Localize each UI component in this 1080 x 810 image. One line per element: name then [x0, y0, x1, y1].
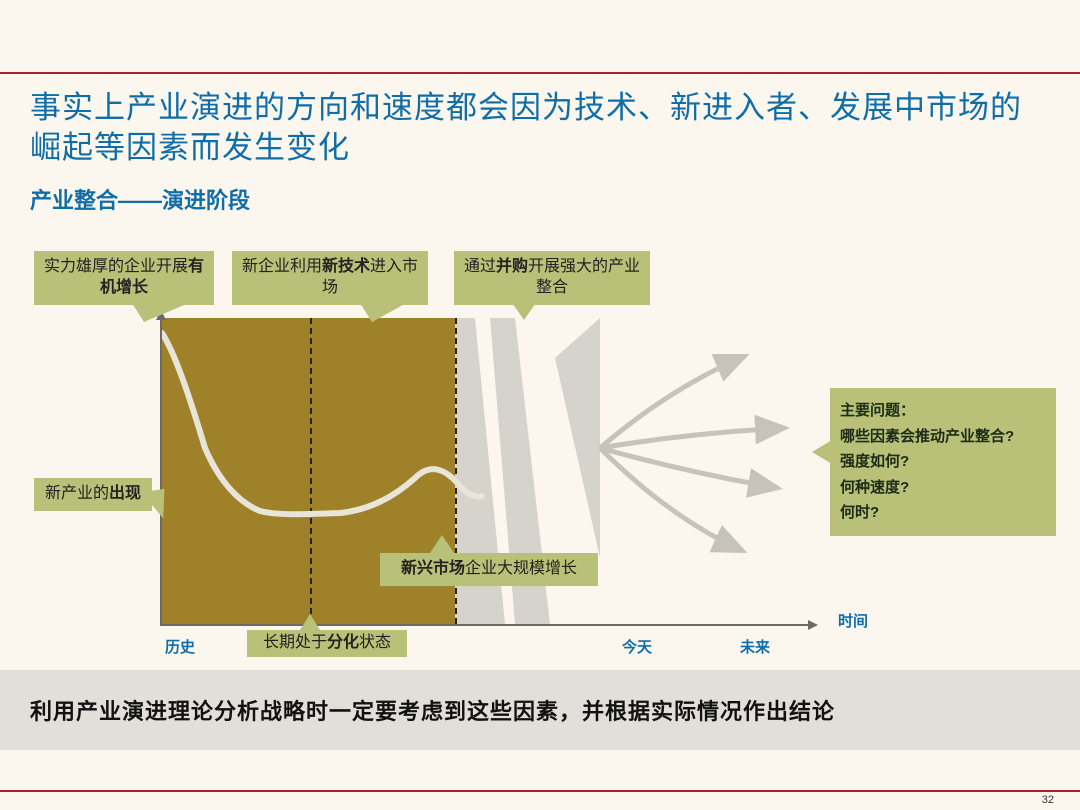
questions-box: 主要问题： 哪些因素会推动产业整合? 强度如何? 何种速度? 何时?	[830, 388, 1056, 536]
callout-ma: 通过并购开展强大的产业整合	[454, 251, 650, 305]
pre: 长期处于	[263, 634, 327, 651]
x-tick-history: 历史	[165, 636, 195, 657]
pre: 新企业利用	[242, 258, 322, 275]
x-tick-today: 今天	[622, 636, 652, 657]
page-number: 32	[1042, 794, 1054, 806]
question-4: 何时?	[840, 500, 1046, 526]
footer-band: 利用产业演进理论分析战略时一定要考虑到这些因素，并根据实际情况作出结论	[0, 670, 1080, 750]
footer-text: 利用产业演进理论分析战略时一定要考虑到这些因素，并根据实际情况作出结论	[30, 694, 835, 726]
callout-ma-pointer-icon	[510, 300, 538, 320]
callout-emerging-market-pointer-icon	[430, 535, 454, 553]
x-axis-arrow-icon	[808, 620, 818, 630]
pre: 新产业的	[45, 485, 109, 502]
post: 开展强大的产业整合	[528, 258, 640, 296]
callout-emerging-market: 新兴市场企业大规模增长	[380, 553, 598, 586]
bold: 分化	[327, 634, 359, 651]
callout-new-industry: 新产业的出现	[34, 478, 152, 511]
callout-organic-growth: 实力雄厚的企业开展有机增长	[34, 251, 214, 305]
questions-heading: 主要问题：	[840, 398, 1046, 424]
y-axis	[160, 318, 162, 626]
x-axis-label: 时间	[838, 610, 868, 631]
bold: 新兴市场	[401, 560, 465, 577]
callout-new-tech-pointer-icon	[358, 300, 412, 322]
callout-new-tech: 新企业利用新技术进入市场	[232, 251, 428, 305]
post: 状态	[359, 634, 391, 651]
top-rule	[0, 72, 1080, 74]
text: 实力雄厚的企业开展	[44, 258, 188, 275]
page-title: 事实上产业演进的方向和速度都会因为技术、新进入者、发展中市场的崛起等因素而发生变…	[30, 88, 1050, 169]
pre: 通过	[464, 258, 496, 275]
callout-fragmented: 长期处于分化状态	[247, 630, 407, 657]
phase-divider-1	[310, 318, 312, 624]
bold: 并购	[496, 258, 528, 275]
callout-fragmented-pointer-icon	[300, 614, 320, 630]
x-tick-future: 未来	[740, 636, 770, 657]
bottom-rule	[0, 790, 1080, 792]
bold: 新技术	[322, 258, 370, 275]
questions-box-pointer-icon	[812, 440, 832, 464]
question-1: 哪些因素会推动产业整合?	[840, 424, 1046, 450]
callout-organic-growth-pointer-icon	[130, 300, 196, 322]
question-2: 强度如何?	[840, 449, 1046, 475]
bold: 出现	[109, 485, 141, 502]
post: 企业大规模增长	[465, 560, 577, 577]
question-3: 何种速度?	[840, 475, 1046, 501]
subtitle: 产业整合——演进阶段	[30, 188, 290, 214]
x-axis	[160, 624, 810, 626]
